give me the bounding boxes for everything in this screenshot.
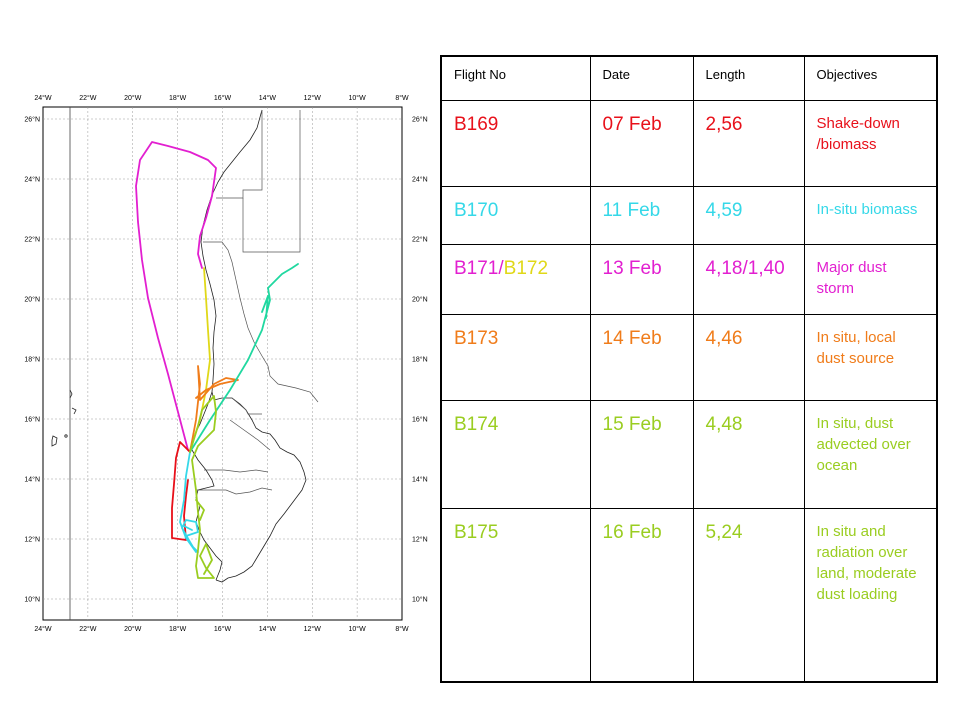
flight-no-cell: B174: [440, 400, 591, 509]
length-cell: 4,59: [692, 186, 805, 245]
length-cell: 2,56: [692, 100, 805, 187]
objectives-cell: In situ, dust advected over ocean: [803, 400, 938, 509]
lon-tick-label-bottom: 16°W: [214, 625, 232, 633]
flight-no-cell: B169: [440, 100, 591, 187]
track-b171: [135, 141, 217, 451]
lat-tick-label-left: 10°N: [24, 596, 40, 604]
lat-tick-label-left: 24°N: [24, 176, 40, 184]
lon-tick-label-bottom: 10°W: [349, 625, 367, 633]
lon-tick-label-top: 14°W: [259, 94, 277, 102]
map-grid: [43, 107, 402, 620]
lat-tick-label-left: 20°N: [24, 296, 40, 304]
length-cell: 5,24: [692, 508, 805, 683]
objectives-cell: In situ, local dust source: [803, 314, 938, 401]
lon-tick-label-top: 16°W: [214, 94, 232, 102]
header-flight-no: Flight No: [440, 55, 591, 101]
coastline: [51, 109, 307, 583]
lat-tick-label-right: 26°N: [412, 116, 428, 124]
date-cell: 14 Feb: [589, 314, 694, 401]
map-tick-labels: 24°W 24°W 22°W 22°W 20°W 20°W 18°W 18°W 16°W 16°W…: [24, 94, 427, 633]
header-date: Date: [589, 55, 694, 101]
flight-no-cell: B171/B172: [440, 244, 591, 315]
lat-tick-label-right: 22°N: [412, 236, 428, 244]
track-b173: [189, 365, 239, 453]
table-row: B173 14 Feb 4,46 In situ, local dust sou…: [440, 314, 938, 401]
lat-tick-label-right: 16°N: [412, 416, 428, 424]
lon-tick-label-bottom: 24°W: [34, 625, 52, 633]
lat-tick-label-left: 16°N: [24, 416, 40, 424]
table-row: B175 16 Feb 5,24 In situ and radiation o…: [440, 508, 938, 683]
lon-tick-label-bottom: 18°W: [169, 625, 187, 633]
date-cell: 11 Feb: [589, 186, 694, 245]
length-cell: 4,48: [692, 400, 805, 509]
table-header-row: Flight No Date Length Objectives: [440, 55, 938, 101]
lat-tick-label-left: 22°N: [24, 236, 40, 244]
table-row: B171/B172 13 Feb 4,18/1,40 Major dust st…: [440, 244, 938, 315]
flight-no-cell: B173: [440, 314, 591, 401]
flight-table: Flight No Date Length Objectives B169 07…: [440, 55, 938, 683]
objectives-cell: Major dust storm: [803, 244, 938, 315]
date-cell: 15 Feb: [589, 400, 694, 509]
lat-tick-label-left: 12°N: [24, 536, 40, 544]
lon-tick-label-top: 10°W: [349, 94, 367, 102]
table-row: B174 15 Feb 4,48 In situ, dust advected …: [440, 400, 938, 509]
lat-tick-label-right: 10°N: [412, 596, 428, 604]
track-b174: [189, 263, 299, 453]
track-b175: [189, 395, 217, 579]
lon-tick-label-bottom: 12°W: [304, 625, 322, 633]
country-borders: [196, 110, 319, 495]
header-length: Length: [692, 55, 805, 101]
track-b169: [171, 441, 191, 541]
date-cell: 07 Feb: [589, 100, 694, 187]
length-cell: 4,46: [692, 314, 805, 401]
length-cell: 4,18/1,40: [692, 244, 805, 315]
flight-no-cell: B170: [440, 186, 591, 245]
lat-tick-label-right: 12°N: [412, 536, 428, 544]
lat-tick-label-left: 26°N: [24, 116, 40, 124]
lon-tick-label-bottom: 22°W: [79, 625, 97, 633]
header-objectives: Objectives: [803, 55, 938, 101]
lon-tick-label-top: 12°W: [304, 94, 322, 102]
lat-tick-label-right: 20°N: [412, 296, 428, 304]
lon-tick-label-top: 20°W: [124, 94, 142, 102]
lat-tick-label-left: 18°N: [24, 356, 40, 364]
lon-tick-label-bottom: 20°W: [124, 625, 142, 633]
lon-tick-label-bottom: 8°W: [395, 625, 409, 633]
flight-track-map: 24°W 24°W 22°W 22°W 20°W 20°W 18°W 18°W 16°W 16°W…: [24, 94, 427, 633]
lat-tick-label-left: 14°N: [24, 476, 40, 484]
table-row: B170 11 Feb 4,59 In-situ biomass: [440, 186, 938, 245]
lat-tick-label-right: 14°N: [412, 476, 428, 484]
date-cell: 13 Feb: [589, 244, 694, 315]
lon-tick-label-top: 18°W: [169, 94, 187, 102]
objectives-cell: In situ and radiation over land, moderat…: [803, 508, 938, 683]
lon-tick-label-bottom: 14°W: [259, 625, 277, 633]
track-b170: [179, 451, 199, 553]
lon-tick-label-top: 8°W: [395, 94, 409, 102]
flight-no-separator: /: [498, 258, 504, 279]
lon-tick-label-top: 24°W: [34, 94, 52, 102]
lat-tick-label-right: 18°N: [412, 356, 428, 364]
lon-tick-label-top: 22°W: [79, 94, 97, 102]
flight-no-b172: B172: [503, 258, 549, 279]
table-row: B169 07 Feb 2,56 Shake-down /biomass: [440, 100, 938, 187]
flight-no-b171: B171: [454, 258, 499, 279]
flight-no-cell: B175: [440, 508, 591, 683]
date-cell: 16 Feb: [589, 508, 694, 683]
lat-tick-label-right: 24°N: [412, 176, 428, 184]
objectives-cell: Shake-down /biomass: [803, 100, 938, 187]
objectives-cell: In-situ biomass: [803, 186, 938, 245]
flight-tracks: [135, 141, 299, 579]
